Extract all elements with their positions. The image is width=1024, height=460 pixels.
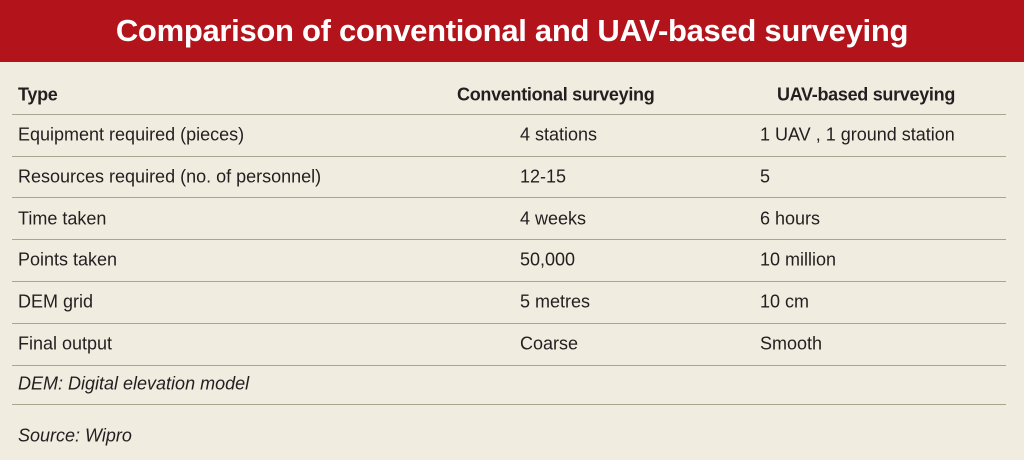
row-rule: [12, 322, 1006, 324]
row-label: Resources required (no. of personnel): [18, 166, 322, 187]
column-header: Type: [18, 84, 58, 105]
row-rule: [12, 404, 1006, 405]
cell: 4 stations: [520, 124, 598, 145]
column-header: Conventional surveying: [457, 84, 655, 105]
cell: Smooth: [760, 333, 823, 354]
row-rule: [12, 114, 1006, 115]
footnote: DEM: Digital elevation model: [18, 373, 250, 394]
cell: 5 metres: [520, 291, 591, 312]
row-rule: [12, 280, 1006, 282]
row-rule: [12, 197, 1006, 199]
row-label: Time taken: [18, 208, 107, 229]
row-rule: [12, 239, 1006, 241]
row-label: Points taken: [18, 249, 118, 270]
row-label: Equipment required (pieces): [18, 124, 245, 145]
cell: 5: [760, 166, 771, 187]
cell: 10 cm: [760, 291, 810, 312]
cell: 6 hours: [760, 208, 821, 229]
cell: Coarse: [520, 333, 579, 354]
row-rule: [12, 155, 1006, 157]
column-header: UAV-based surveying: [777, 84, 956, 105]
row-label: Final output: [18, 333, 113, 354]
cell: 1 UAV , 1 ground station: [760, 124, 955, 145]
row-rule: [12, 364, 1006, 366]
cell: 50,000: [520, 249, 576, 270]
cell: 4 weeks: [520, 208, 587, 229]
title: Comparison of conventional and UAV-based…: [0, 0, 1024, 62]
cell: 12-15: [520, 166, 567, 187]
row-label: DEM grid: [18, 291, 94, 312]
source: Source: Wipro: [18, 425, 132, 446]
cell: 10 million: [760, 249, 837, 270]
